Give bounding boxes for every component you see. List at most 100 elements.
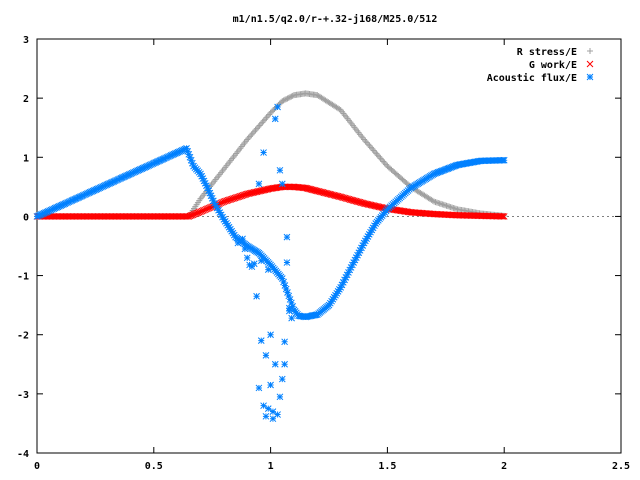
data-point xyxy=(239,235,246,243)
data-point xyxy=(86,188,94,196)
data-point xyxy=(269,415,277,423)
data-point xyxy=(144,162,151,170)
data-point xyxy=(177,147,185,155)
y-tick-label: -2 xyxy=(17,331,29,342)
data-point xyxy=(364,233,372,240)
series-0 xyxy=(34,90,508,220)
data-point xyxy=(93,185,101,193)
data-point xyxy=(33,213,41,220)
data-point xyxy=(163,153,171,161)
data-point xyxy=(132,167,140,175)
data-point xyxy=(146,161,154,169)
data-point xyxy=(281,360,288,368)
data-point xyxy=(184,213,191,220)
data-point xyxy=(498,213,505,220)
data-point xyxy=(284,289,291,296)
data-point xyxy=(380,158,387,165)
data-point xyxy=(164,153,172,161)
data-point xyxy=(262,116,269,123)
series-4 xyxy=(255,259,293,423)
data-point xyxy=(343,271,351,279)
data-point xyxy=(188,159,196,167)
data-point xyxy=(169,151,176,159)
data-point xyxy=(160,155,168,162)
data-point xyxy=(346,266,354,274)
data-point xyxy=(255,180,263,188)
data-point xyxy=(304,185,312,193)
data-point xyxy=(439,167,446,175)
data-point xyxy=(208,194,216,202)
y-axis: -4 -3 -2 -1 0 1 2 3 xyxy=(17,35,621,460)
data-point xyxy=(142,163,150,171)
data-point xyxy=(276,166,284,174)
y-tick-label: -4 xyxy=(17,449,29,460)
data-point xyxy=(443,165,450,173)
data-point xyxy=(429,197,436,204)
data-point xyxy=(173,149,181,157)
data-point xyxy=(288,299,295,307)
legend-label: Acoustic flux/E xyxy=(487,72,577,84)
data-point xyxy=(176,148,183,155)
data-point xyxy=(260,402,267,410)
data-point xyxy=(434,168,442,176)
data-point xyxy=(283,259,291,266)
data-point xyxy=(213,204,221,212)
data-point xyxy=(207,192,215,200)
data-point xyxy=(257,257,265,265)
data-point xyxy=(183,145,190,152)
data-point xyxy=(350,259,358,266)
data-point xyxy=(114,176,122,183)
data-point xyxy=(337,284,345,291)
data-point xyxy=(75,194,83,201)
data-point xyxy=(71,195,79,203)
data-point xyxy=(264,405,272,412)
data-point xyxy=(437,167,445,175)
data-point xyxy=(151,159,158,167)
x-axis: 0 0.5 1 1.5 2 2.5 xyxy=(34,39,630,472)
data-point xyxy=(158,156,165,164)
data-point xyxy=(285,304,293,312)
x-tick-label: 0.5 xyxy=(145,461,163,472)
data-point xyxy=(279,98,286,105)
data-point xyxy=(339,279,347,286)
data-point xyxy=(278,180,286,188)
data-point xyxy=(120,173,127,181)
data-point xyxy=(307,186,315,193)
data-point xyxy=(281,282,289,289)
data-point xyxy=(200,177,208,185)
legend-label: G work/E xyxy=(529,60,577,71)
data-point xyxy=(197,170,204,178)
data-point xyxy=(199,175,207,182)
data-point xyxy=(107,179,115,187)
data-point xyxy=(369,224,377,232)
data-point xyxy=(130,169,137,176)
data-point xyxy=(376,153,383,160)
data-point xyxy=(156,157,164,164)
data-point xyxy=(124,171,132,179)
data-point xyxy=(373,150,380,157)
data-point xyxy=(303,185,311,192)
data-point xyxy=(269,408,277,415)
data-point xyxy=(368,226,376,234)
data-point xyxy=(113,176,120,184)
data-point xyxy=(352,254,360,261)
y-tick-label: 0 xyxy=(23,212,29,223)
data-point xyxy=(44,207,52,215)
data-point xyxy=(374,152,381,159)
data-point xyxy=(174,148,182,156)
data-point xyxy=(250,260,258,268)
data-point xyxy=(198,172,206,180)
data-point xyxy=(85,189,93,197)
y-tick-label: 2 xyxy=(23,94,29,105)
data-point xyxy=(377,155,384,162)
data-point xyxy=(440,166,448,174)
data-point xyxy=(46,207,53,215)
data-point xyxy=(253,125,260,132)
data-point xyxy=(451,162,459,170)
data-point xyxy=(203,182,210,190)
data-point xyxy=(363,235,370,243)
data-point xyxy=(95,185,102,192)
data-point xyxy=(499,213,507,220)
data-point xyxy=(152,159,160,166)
data-point xyxy=(60,200,67,208)
